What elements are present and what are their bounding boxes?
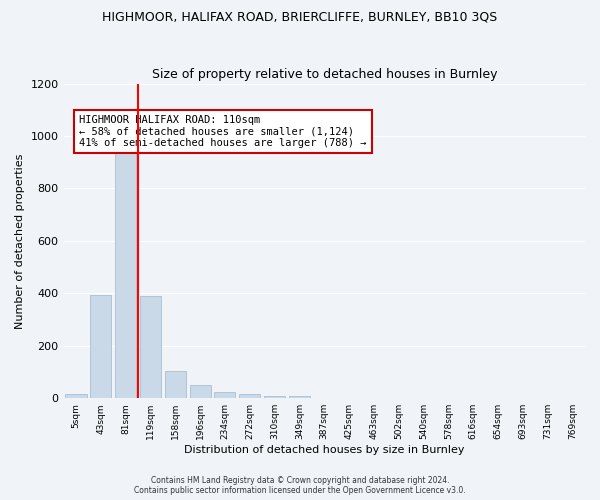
Bar	[289, 396, 310, 398]
Bar	[214, 392, 235, 398]
Bar	[65, 394, 86, 398]
X-axis label: Distribution of detached houses by size in Burnley: Distribution of detached houses by size …	[184, 445, 464, 455]
Y-axis label: Number of detached properties: Number of detached properties	[15, 153, 25, 328]
Bar	[140, 296, 161, 398]
Text: HIGHMOOR HALIFAX ROAD: 110sqm
← 58% of detached houses are smaller (1,124)
41% o: HIGHMOOR HALIFAX ROAD: 110sqm ← 58% of d…	[79, 115, 367, 148]
Bar	[115, 148, 136, 398]
Bar	[90, 294, 112, 398]
Bar	[239, 394, 260, 398]
Bar	[190, 385, 211, 398]
Bar	[264, 396, 285, 398]
Title: Size of property relative to detached houses in Burnley: Size of property relative to detached ho…	[152, 68, 497, 81]
Text: Contains HM Land Registry data © Crown copyright and database right 2024.
Contai: Contains HM Land Registry data © Crown c…	[134, 476, 466, 495]
Text: HIGHMOOR, HALIFAX ROAD, BRIERCLIFFE, BURNLEY, BB10 3QS: HIGHMOOR, HALIFAX ROAD, BRIERCLIFFE, BUR…	[103, 10, 497, 23]
Bar	[165, 370, 186, 398]
